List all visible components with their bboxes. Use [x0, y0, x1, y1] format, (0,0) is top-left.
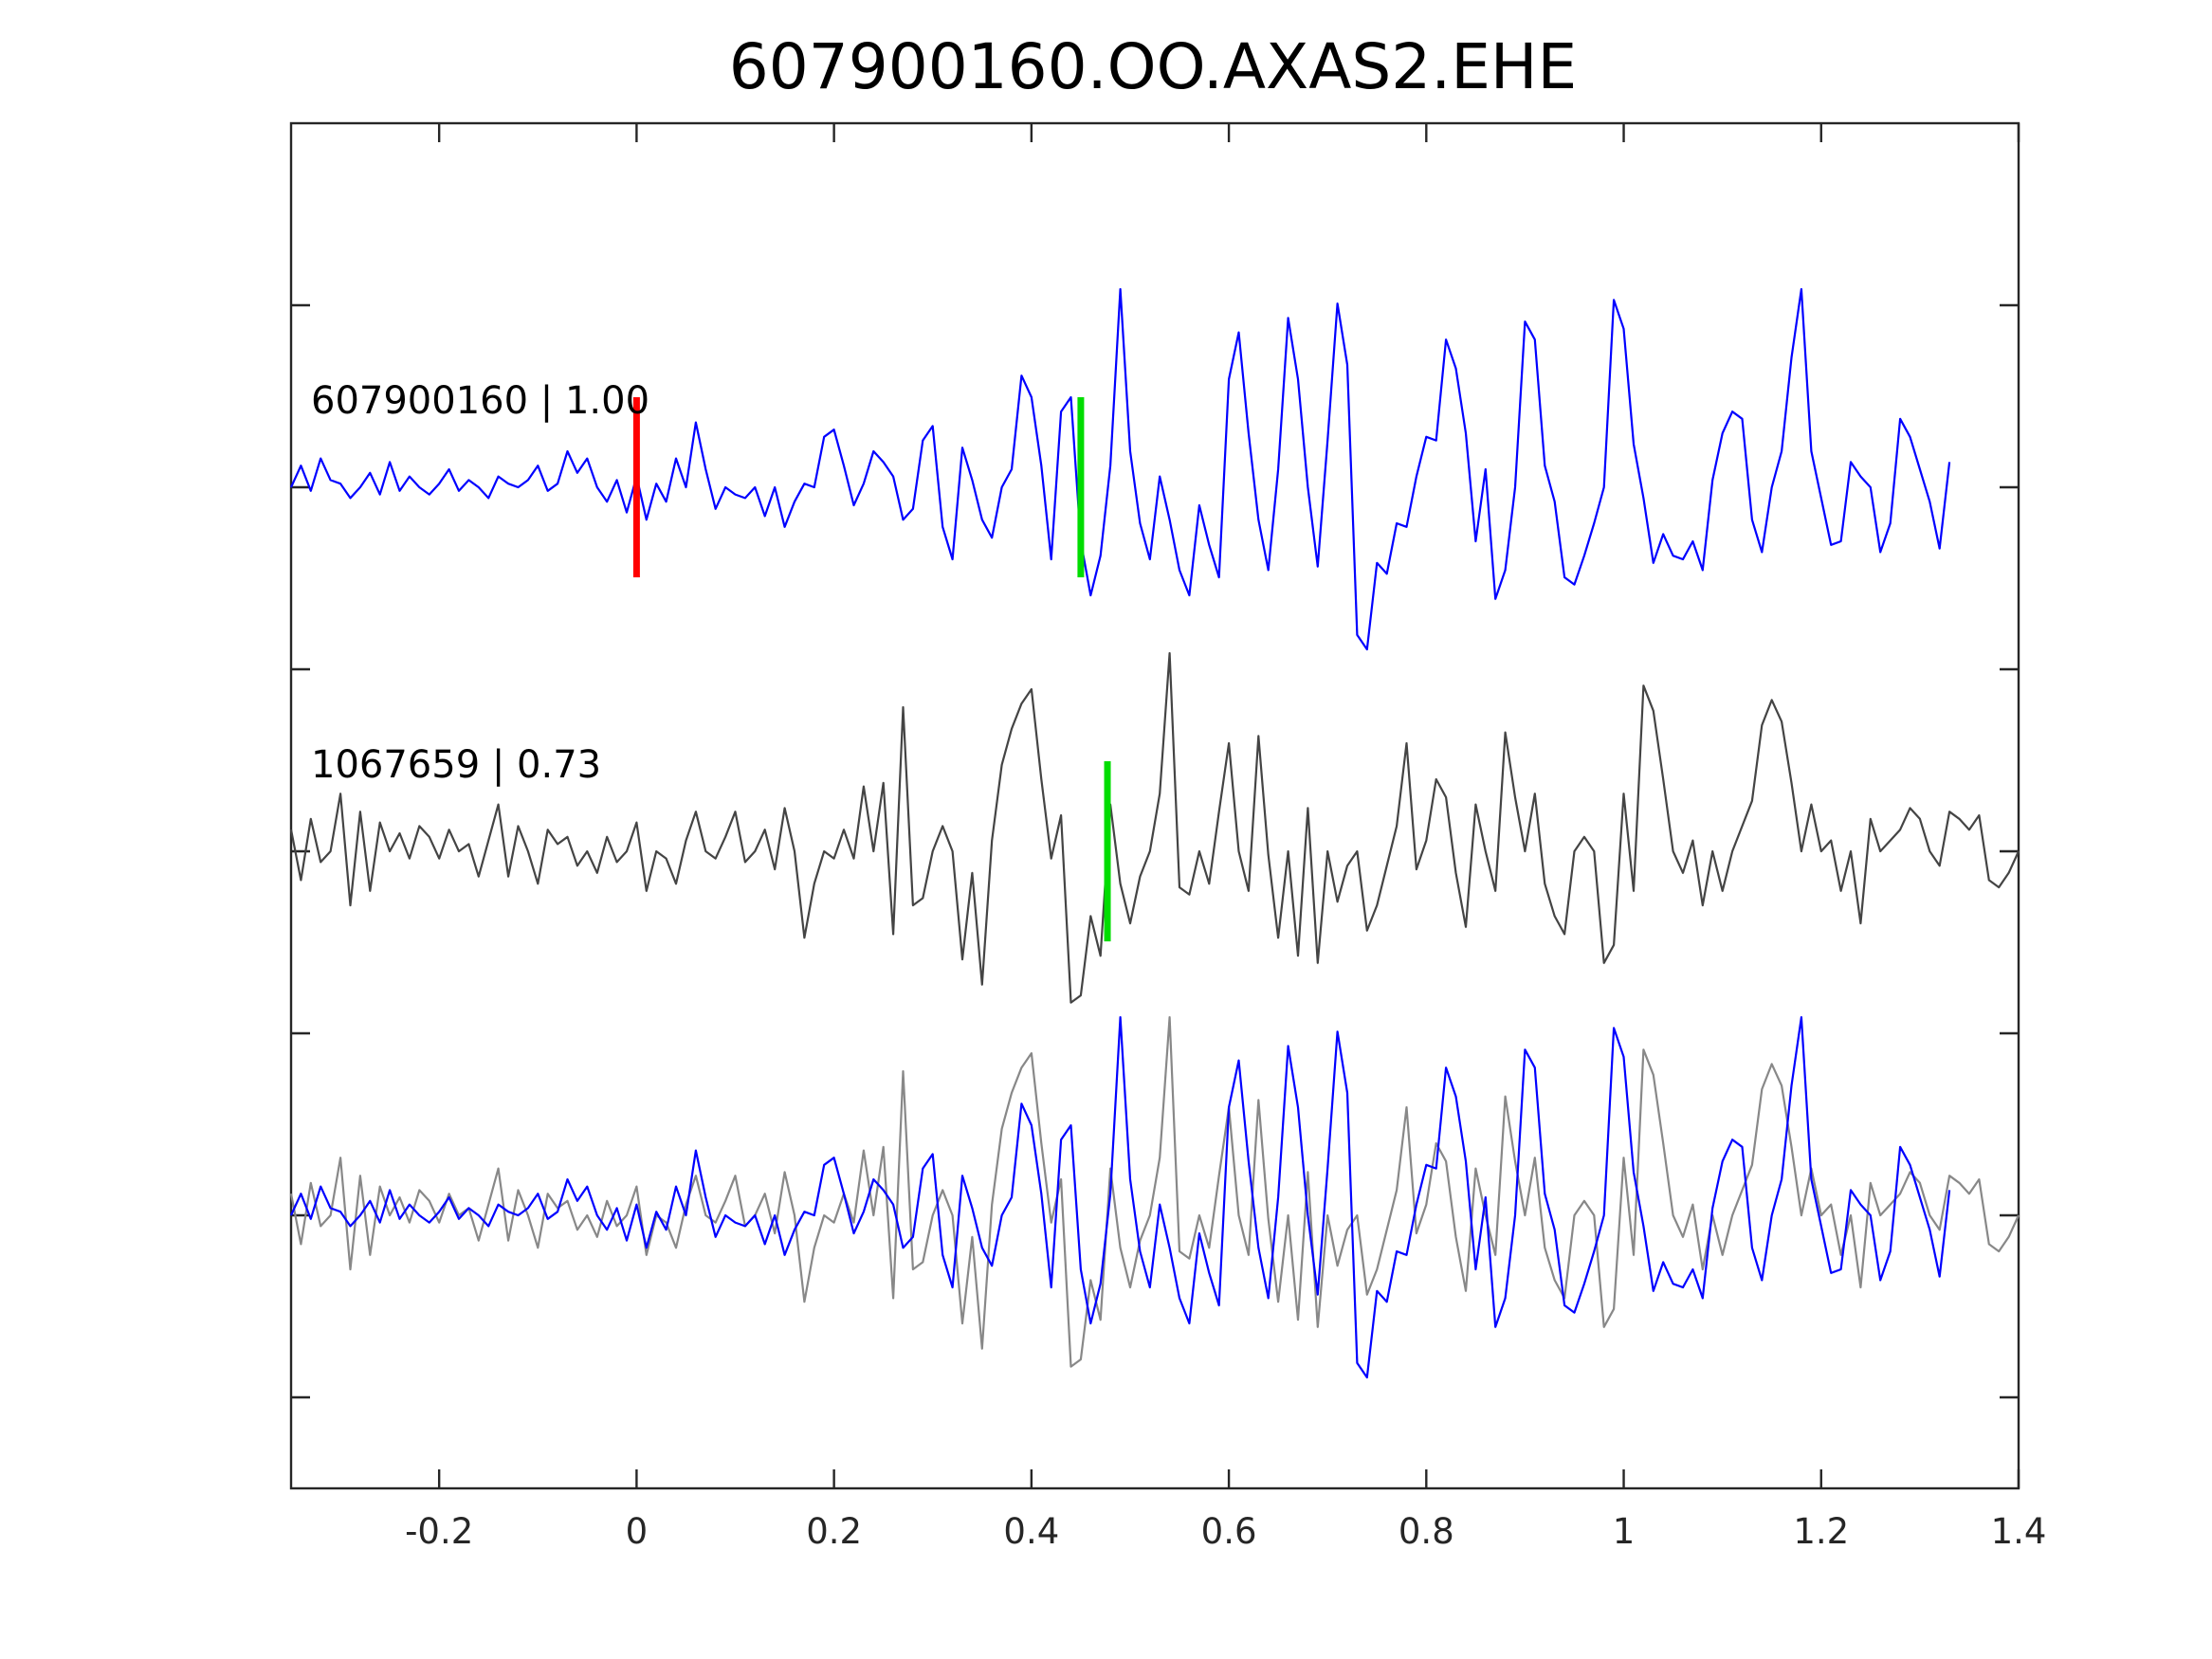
x-tick-label: 0.2	[806, 1511, 862, 1552]
x-tick-label: 1.2	[1793, 1511, 1849, 1552]
trace-line-panel-1-series-1	[289, 287, 1951, 651]
x-tick-label: 0.8	[1398, 1511, 1454, 1552]
x-tick-label: -0.2	[405, 1511, 473, 1552]
x-tick-label: 1	[1613, 1511, 1636, 1552]
trace-line-panel-2-series-1	[289, 651, 2020, 1004]
plot-frame	[289, 121, 2020, 1490]
traces	[289, 287, 2020, 1379]
chart-title: 607900160.OO.AXAS2.EHE	[729, 30, 1578, 103]
trace-label: 607900160 | 1.00	[311, 379, 649, 423]
trace-labels: 607900160 | 1.00 1067659 | 0.73	[311, 379, 649, 787]
x-tick-label: 0	[626, 1511, 649, 1552]
x-tick-label: 0.6	[1201, 1511, 1257, 1552]
pick-markers	[632, 397, 1111, 941]
axis-ticks	[291, 123, 2020, 1488]
trace-line-panel-3-series-1	[289, 1015, 2020, 1368]
x-tick-label: 0.4	[1003, 1511, 1059, 1552]
x-tick-label: 1.4	[1991, 1511, 2047, 1552]
x-tick-labels: -0.2 0 0.2 0.4 0.6 0.8 1 1.2 1.4	[405, 1511, 2046, 1552]
trace-label: 1067659 | 0.73	[311, 743, 601, 787]
trace-line-panel-3-series-2	[289, 1015, 1951, 1379]
